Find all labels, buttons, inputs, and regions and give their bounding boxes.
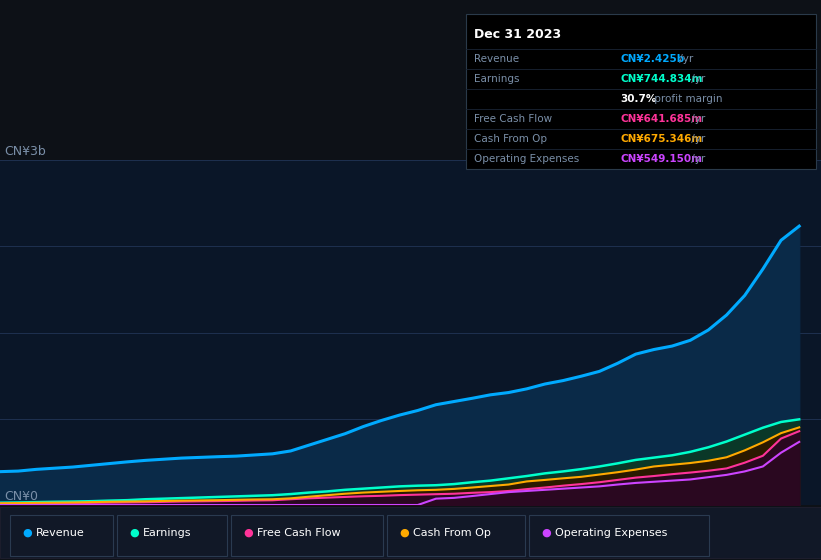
Text: /yr: /yr: [688, 74, 705, 84]
Text: ●: ●: [129, 528, 139, 538]
Text: ●: ●: [22, 528, 32, 538]
Text: /yr: /yr: [676, 54, 693, 64]
Text: profit margin: profit margin: [651, 94, 722, 104]
Text: /yr: /yr: [688, 134, 705, 144]
Text: Operating Expenses: Operating Expenses: [555, 528, 667, 538]
Text: ●: ●: [243, 528, 253, 538]
Text: CN¥549.150m: CN¥549.150m: [620, 154, 702, 164]
Text: Revenue: Revenue: [474, 54, 519, 64]
Text: CN¥641.685m: CN¥641.685m: [620, 114, 702, 124]
Text: Free Cash Flow: Free Cash Flow: [257, 528, 341, 538]
Text: /yr: /yr: [688, 154, 705, 164]
Text: Cash From Op: Cash From Op: [474, 134, 547, 144]
Text: 30.7%: 30.7%: [620, 94, 656, 104]
Text: Revenue: Revenue: [36, 528, 85, 538]
Text: Operating Expenses: Operating Expenses: [474, 154, 580, 164]
Text: CN¥744.834m: CN¥744.834m: [620, 74, 703, 84]
Text: /yr: /yr: [688, 114, 705, 124]
Text: CN¥2.425b: CN¥2.425b: [620, 54, 684, 64]
Text: ●: ●: [541, 528, 551, 538]
Text: Dec 31 2023: Dec 31 2023: [474, 27, 561, 40]
Text: CN¥3b: CN¥3b: [4, 145, 46, 158]
Text: Earnings: Earnings: [474, 74, 520, 84]
Text: CN¥675.346m: CN¥675.346m: [620, 134, 702, 144]
Text: Cash From Op: Cash From Op: [413, 528, 491, 538]
Text: Earnings: Earnings: [143, 528, 191, 538]
Text: Free Cash Flow: Free Cash Flow: [474, 114, 553, 124]
Text: CN¥0: CN¥0: [4, 490, 38, 503]
Text: ●: ●: [399, 528, 409, 538]
